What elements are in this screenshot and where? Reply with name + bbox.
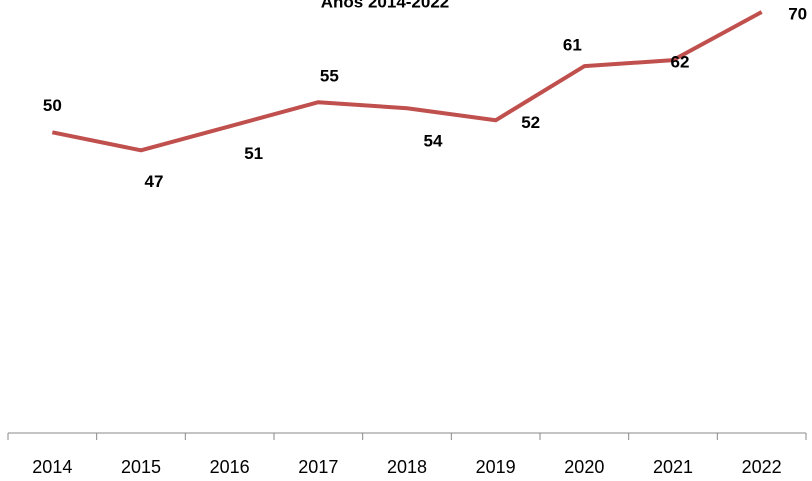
line-series: [51, 10, 763, 153]
data-label: 61: [563, 36, 582, 55]
data-label: 52: [521, 113, 540, 132]
data-label: 62: [671, 53, 690, 72]
data-label: 50: [43, 96, 62, 115]
x-tick-label: 2014: [32, 457, 72, 477]
data-label: 54: [424, 132, 443, 151]
x-tick-label: 2021: [653, 457, 693, 477]
data-label: 55: [320, 67, 339, 86]
data-label: 47: [145, 172, 164, 191]
x-tick-label: 2016: [210, 457, 250, 477]
data-label: 51: [244, 144, 263, 163]
x-tick-label: 2017: [298, 457, 338, 477]
x-tick-label: 2020: [564, 457, 604, 477]
x-tick-label: 2019: [476, 457, 516, 477]
data-label: 70: [788, 5, 807, 24]
x-tick-label: 2022: [742, 457, 782, 477]
x-tick-label: 2018: [387, 457, 427, 477]
x-tick-label: 2015: [121, 457, 161, 477]
chart-title: Años 2014-2022: [321, 0, 450, 11]
